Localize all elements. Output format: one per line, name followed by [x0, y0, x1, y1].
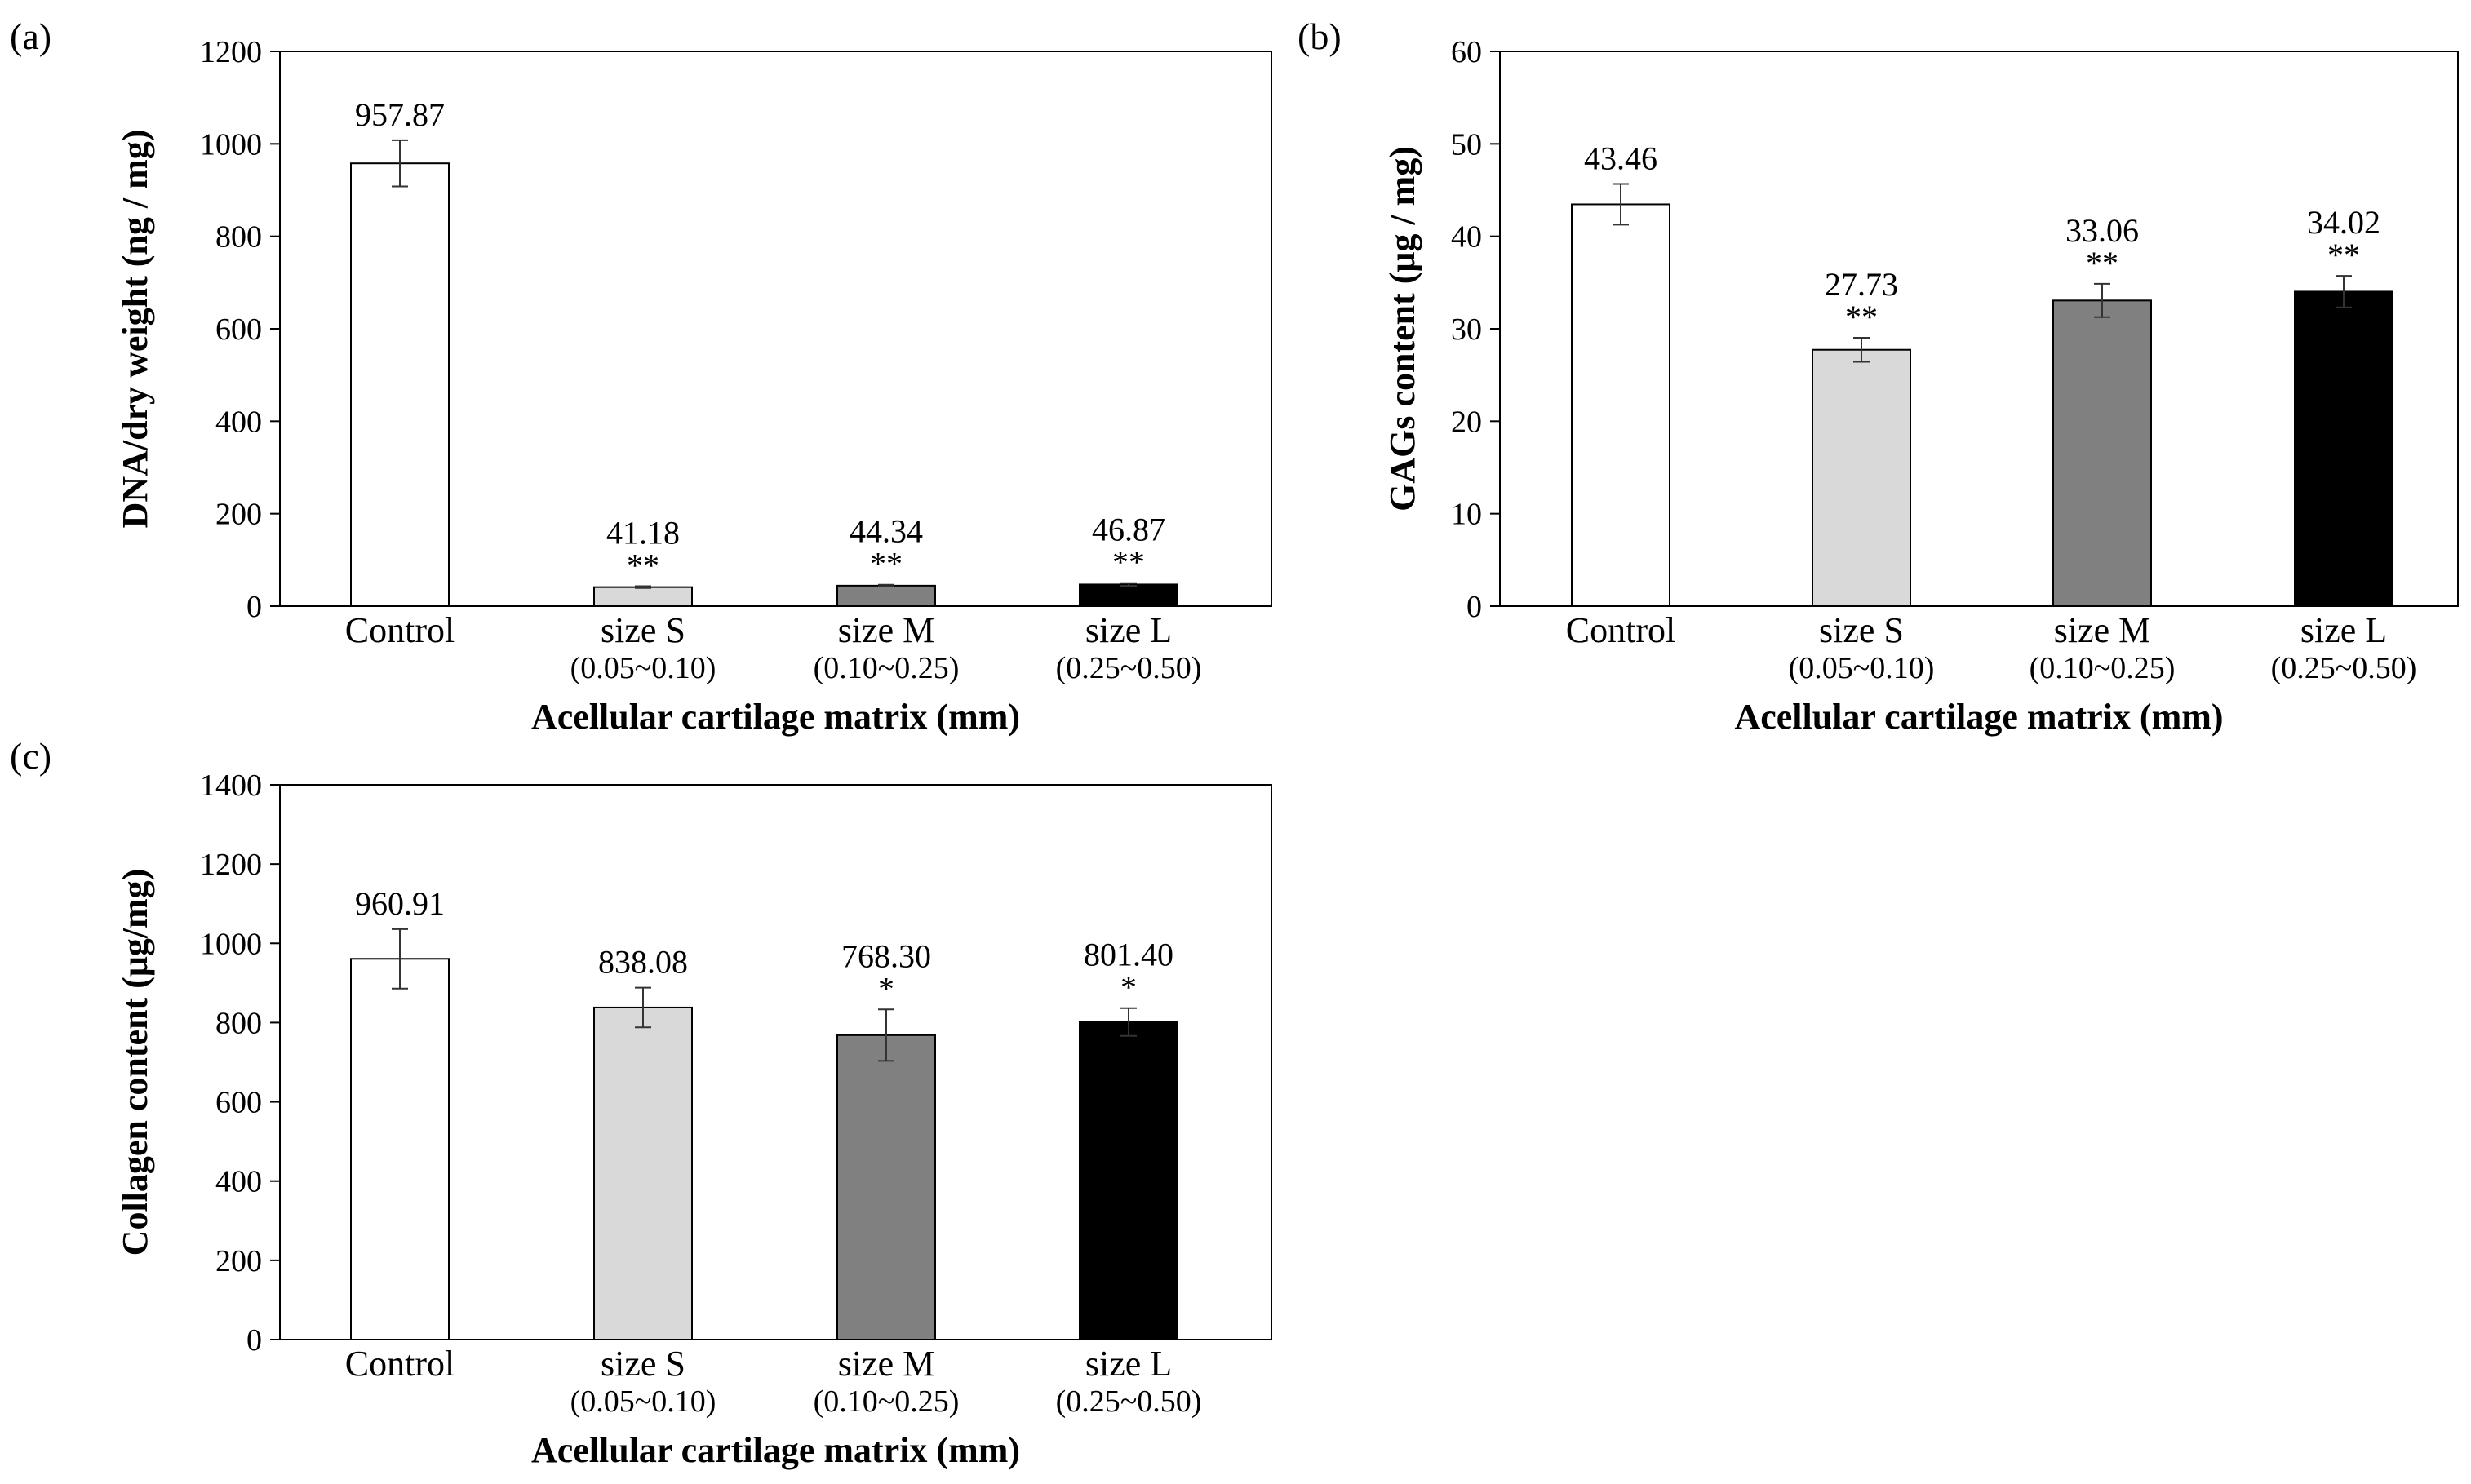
panel-b-category-label: size M	[2054, 610, 2151, 650]
panel-a-category-label: size L	[1085, 610, 1172, 650]
panel-a-y-tick-label: 800	[215, 220, 262, 255]
panel-b-category-label: size L	[2300, 610, 2387, 650]
panel-b-value-label: 33.06	[2065, 212, 2139, 249]
panel-c-category-range: (0.25~0.50)	[1056, 1384, 1202, 1419]
panel-b-value-label: 34.02	[2307, 204, 2380, 241]
panel-a-bar-size-l	[1079, 583, 1178, 607]
panel-c-category-label: size S	[601, 1344, 685, 1384]
panel-c-bar-size-m	[836, 1034, 936, 1340]
panel-c-plot-frame	[279, 784, 1272, 1340]
panel-c-value-label: 768.30	[841, 937, 931, 974]
panel-b-y-tick-label: 30	[1451, 312, 1482, 347]
panel-c-y-tick-label: 1000	[200, 927, 262, 961]
panel-b-category-label: size S	[1819, 610, 1904, 650]
panel-c-y-tick-label: 1200	[200, 848, 262, 882]
panel-b-y-tick-label: 20	[1451, 405, 1482, 439]
panel-c-bar-size-l	[1079, 1021, 1178, 1340]
panel-a-significance: **	[1112, 544, 1145, 581]
panel-b-bar-size-l	[2294, 290, 2393, 607]
panel-b-y-tick-label: 50	[1451, 127, 1482, 162]
panel-b-y-tick-label: 0	[1466, 590, 1482, 624]
panel-c-value-label: 838.08	[598, 944, 688, 981]
panel-b-value-label: 27.73	[1825, 266, 1898, 303]
panel-c-category-label: size M	[838, 1344, 935, 1384]
panel-c-y-axis-title: Collagen content (μg/mg)	[115, 869, 155, 1256]
panel-c-significance: *	[878, 970, 894, 1007]
panel-a-category-label: size S	[601, 610, 685, 650]
panel-c-y-tick-label: 0	[246, 1323, 262, 1358]
panel-b-y-axis-title: GAGs content (μg / mg)	[1382, 146, 1422, 512]
panel-b-y-tick-label: 60	[1451, 35, 1482, 69]
panel-c-value-label: 960.91	[355, 885, 445, 922]
panel-a-category-label: size M	[838, 610, 935, 650]
panel-a-bar-control	[350, 162, 450, 608]
panel-a-y-tick-label: 1200	[200, 35, 262, 69]
panel-a-bar-size-s	[593, 586, 693, 608]
panel-a-value-label: 44.34	[850, 513, 923, 550]
panel-a-y-tick-label: 600	[215, 312, 262, 347]
panel-a-y-tick-label: 1000	[200, 127, 262, 162]
panel-a-category-label: Control	[345, 610, 455, 650]
panel-a-label: (a)	[10, 16, 51, 57]
panel-b-category-range: (0.25~0.50)	[2271, 651, 2417, 685]
panel-a-significance: **	[870, 546, 903, 583]
panel-c-category-label: Control	[345, 1344, 455, 1384]
panel-c-category-range: (0.10~0.25)	[814, 1384, 960, 1419]
panel-b-label: (b)	[1298, 16, 1342, 57]
panel-a-y-tick-label: 0	[246, 590, 262, 624]
panel-b-bar-control	[1571, 203, 1670, 607]
panel-a-y-tick-label: 200	[215, 498, 262, 532]
panel-b-bar-size-s	[1812, 348, 1911, 607]
panel-b-y-tick-label: 40	[1451, 220, 1482, 255]
panel-a-value-label: 957.87	[355, 96, 445, 133]
panel-c-y-tick-label: 800	[215, 1006, 262, 1040]
panel-a-category-range: (0.25~0.50)	[1056, 651, 1202, 685]
panel-a-y-tick-label: 400	[215, 405, 262, 439]
panel-c-y-tick-label: 600	[215, 1086, 262, 1120]
panel-c-bar-control	[350, 958, 450, 1341]
panel-b-category-label: Control	[1566, 610, 1675, 650]
panel-a-category-range: (0.05~0.10)	[570, 651, 716, 685]
panel-c-x-axis-title: Acellular cartilage matrix (mm)	[531, 1430, 1020, 1470]
panel-b-y-tick-label: 10	[1451, 498, 1482, 532]
panel-a-significance: **	[627, 547, 659, 584]
panel-b-significance: **	[2327, 237, 2360, 273]
panel-a-category-range: (0.10~0.25)	[814, 651, 960, 685]
panel-b-value-label: 43.46	[1584, 140, 1657, 177]
panel-b-significance: **	[2086, 245, 2118, 281]
panel-a-bar-size-m	[836, 584, 936, 608]
panel-c-y-tick-label: 1400	[200, 769, 262, 803]
panel-b-category-range: (0.10~0.25)	[2030, 651, 2176, 685]
panel-c-bar-size-s	[593, 1006, 693, 1341]
panel-a-value-label: 46.87	[1092, 512, 1165, 548]
panel-b-bar-size-m	[2052, 299, 2152, 607]
panel-a-y-axis-title: DNA/dry weight (ng / mg)	[115, 130, 155, 529]
panel-a-x-axis-title: Acellular cartilage matrix (mm)	[531, 697, 1020, 737]
panel-b-significance: **	[1845, 299, 1878, 335]
panel-c-y-tick-label: 400	[215, 1165, 262, 1199]
panel-b-category-range: (0.05~0.10)	[1789, 651, 1935, 685]
panel-c-label: (c)	[10, 735, 51, 777]
panel-c-category-label: size L	[1085, 1344, 1172, 1384]
panel-c-category-range: (0.05~0.10)	[570, 1384, 716, 1419]
panel-b-x-axis-title: Acellular cartilage matrix (mm)	[1734, 697, 2223, 737]
panel-a-value-label: 41.18	[606, 515, 680, 552]
panel-c-y-tick-label: 200	[215, 1244, 262, 1278]
panel-c-value-label: 801.40	[1084, 937, 1173, 973]
panel-c-significance: *	[1120, 969, 1137, 1006]
